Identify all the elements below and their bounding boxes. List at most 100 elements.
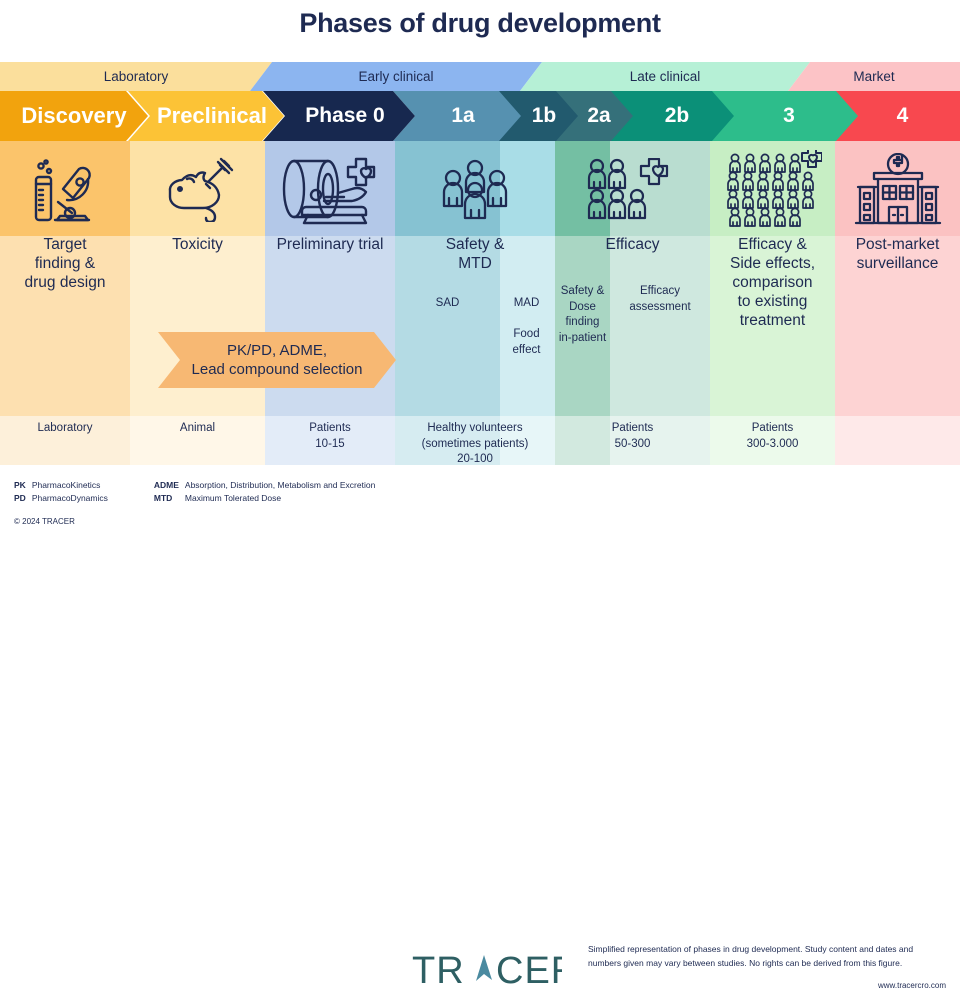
label-phase4-text: Post-market surveillance — [855, 236, 940, 272]
num-phase4 — [835, 416, 960, 470]
group-segment-2: Late clinical — [520, 62, 810, 91]
phase-arrow-preclinical[interactable]: Preclinical — [128, 91, 284, 141]
phase-label: Preclinical — [156, 103, 268, 128]
num-phase0-text: Patients 10-15 — [309, 422, 351, 450]
sublabel-1a-text: SAD — [435, 297, 460, 309]
logo-text-right: CER — [496, 950, 562, 992]
group-label: Late clinical — [629, 69, 701, 84]
legend-text: PharmacoKinetics — [31, 480, 101, 490]
website-url: www.tracercro.com — [877, 981, 946, 990]
legend-abbr: MTD — [153, 493, 173, 504]
column-text-band — [835, 236, 960, 416]
phase-label: 2b — [664, 104, 690, 127]
column-text-band — [0, 236, 130, 416]
phase-arrow-phase-0[interactable]: Phase 0 — [263, 91, 415, 141]
group-segment-0: Laboratory — [0, 62, 272, 91]
label-phase3: Efficacy & Side effects, comparison to exis… — [710, 236, 835, 331]
microscope-testtube-icon — [0, 141, 130, 236]
legend-abbr: ADME — [153, 480, 179, 490]
legend-text: PharmacoDynamics — [31, 493, 108, 504]
sublabel-2b-text: Efficacy assessment — [629, 285, 691, 313]
legend-text: Maximum Tolerated Dose — [184, 493, 282, 504]
five-people-cross-icon — [555, 141, 710, 236]
label-phase1-text: Safety & MTD — [445, 236, 505, 272]
tracer-logo: TR CER — [412, 949, 578, 995]
label-discovery-text: Target finding & drug design — [24, 236, 106, 291]
label-preclinical: Toxicity — [130, 236, 265, 255]
group-label: Early clinical — [358, 69, 434, 84]
four-people-icon — [395, 141, 555, 236]
column-numbers-band — [710, 416, 835, 465]
pkpd-banner: PK/PD, ADME, Lead compound selection — [158, 332, 396, 388]
group-segment-3: Market — [788, 62, 960, 91]
num-phase2: Patients 50-300 — [555, 416, 710, 470]
num-preclinical: Animal — [130, 416, 265, 470]
copyright-text: © 2024 TRACER — [14, 517, 75, 526]
sublabel-1b-text: MAD Food effect — [512, 297, 541, 356]
sublabel-1a: SAD — [395, 296, 500, 312]
infographic-root: Phases of drug development Laboratory Ear… — [0, 8, 960, 992]
num-phase1-text: Healthy volunteers (sometimes patients) 20… — [421, 422, 529, 466]
num-phase1: Healthy volunteers (sometimes patients) 20… — [395, 416, 555, 470]
legend-abbr: PK — [14, 480, 26, 490]
legend-row: PD PharmacoDynamics MTD Maximum Tolerated D… — [14, 492, 381, 505]
icon-row — [0, 141, 960, 236]
num-phase0: Patients 10-15 — [265, 416, 395, 470]
page-title: Phases of drug development — [299, 8, 661, 38]
label-phase2-text: Efficacy — [605, 236, 660, 253]
column-icon-band — [500, 141, 555, 236]
column-numbers-band — [130, 416, 265, 465]
label-preclinical-text: Toxicity — [172, 236, 223, 253]
group-label: Market — [853, 69, 895, 84]
label-phase0: Preliminary trial — [265, 236, 395, 255]
group-band: Laboratory Early clinical Late clinical Mar… — [0, 62, 960, 91]
column-text-band — [710, 236, 835, 416]
num-preclinical-text: Animal — [179, 422, 216, 434]
legend-abbr: PD — [14, 493, 26, 504]
mri-scanner-icon — [265, 141, 395, 236]
group-segment-1: Early clinical — [250, 62, 542, 91]
column-numbers-band — [835, 416, 960, 465]
column-text-band — [610, 236, 710, 416]
phase-arrow-row: Discovery Preclinical Phase 0 1a 1b 2a 2b 3 4 — [0, 91, 960, 141]
pkpd-line1: PK/PD, ADME, — [226, 341, 328, 359]
column-numbers-band — [610, 416, 710, 465]
phase-label: Phase 0 — [305, 104, 385, 127]
column-numbers-band — [0, 416, 130, 465]
phase-label: 3 — [783, 104, 795, 127]
label-phase2: Efficacy — [555, 236, 710, 255]
sublabel-2b: Efficacy assessment — [610, 284, 710, 315]
sublabel-1b: MAD Food effect — [498, 296, 555, 358]
num-phase2-text: Patients 50-300 — [611, 422, 654, 450]
column-text-band — [500, 236, 555, 416]
num-phase3-text: Patients 300-3.000 — [746, 422, 799, 450]
footer: PK PharmacoKinetics ADME Absorption, Distri… — [0, 465, 960, 992]
legend-row: PK PharmacoKinetics ADME Absorption, Distri… — [14, 479, 381, 492]
participants-row: Laboratory Animal Patients 10-15 Healthy vol… — [0, 416, 960, 465]
phase-arrow-discovery[interactable]: Discovery — [0, 91, 148, 141]
mouse-syringe-icon — [130, 141, 265, 236]
phase-arrow-3[interactable]: 3 — [708, 91, 858, 141]
num-discovery-text: Laboratory — [37, 422, 93, 434]
column-icon-band — [130, 141, 265, 236]
legend-text: Absorption, Distribution, Metabolism and… — [184, 480, 376, 490]
crowd-icon — [710, 141, 835, 236]
phase-label: 2a — [587, 104, 611, 127]
column-icon-band — [610, 141, 710, 236]
column-text-band — [395, 236, 500, 416]
hospital-icon — [835, 141, 960, 236]
phase-label: Discovery — [21, 103, 127, 128]
label-phase1: Safety & MTD — [395, 236, 555, 274]
abbreviation-legend: PK PharmacoKinetics ADME Absorption, Distri… — [14, 479, 381, 505]
phase-label: 4 — [896, 104, 909, 127]
num-discovery: Laboratory — [0, 416, 130, 470]
label-phase4: Post-market surveillance — [835, 236, 960, 274]
label-phase3-text: Efficacy & Side effects, comparison to exis… — [729, 236, 815, 329]
column-numbers-band — [500, 416, 555, 465]
label-row: Target finding & drug design Toxicity Prelim… — [0, 236, 960, 416]
column-numbers-band — [265, 416, 395, 465]
group-label: Laboratory — [103, 69, 169, 84]
phase-label: 1b — [531, 104, 557, 127]
disclaimer-text: Simplified representation of phases in d… — [588, 944, 914, 968]
logo-text-left: TR — [412, 950, 465, 992]
